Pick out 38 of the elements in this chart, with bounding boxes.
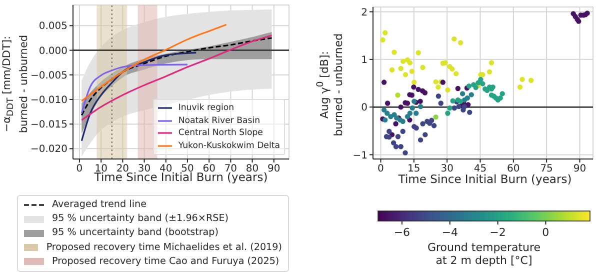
x-tick-label: 30	[440, 164, 454, 175]
y-tick-label: 2	[361, 7, 368, 18]
x-tick-label: 45	[474, 164, 487, 175]
x-tick-label: 60	[202, 164, 216, 175]
x-tick-label: 75	[540, 164, 553, 175]
legend-label: 95 % uncertainty band (bootstrap)	[51, 226, 220, 240]
color-bar-title: Ground temperature at 2 m depth [°C]	[426, 241, 542, 267]
x-tick-label: 30	[138, 164, 151, 175]
legend-label: Central North Slope	[177, 127, 264, 140]
legend-label: Inuvik region	[177, 102, 236, 114]
legend-label: Proposed recovery time Cao and Furuya (2025)	[51, 254, 280, 269]
y-tick-label: −0.015	[30, 120, 68, 131]
y-tick-label: −0.005	[30, 70, 68, 82]
x-tick-label: 80	[246, 164, 259, 175]
x-tick-label: 15	[408, 164, 420, 175]
legend-label: Averaged trend line	[51, 198, 148, 212]
y-tick-label: 0.005	[38, 21, 68, 32]
y-tick-label: −0.020	[30, 144, 68, 156]
y-tick-label: −1	[352, 150, 368, 162]
legend-label: Proposed recovery time Michaelides et al. (2019)	[45, 240, 282, 255]
x-axis-title: Time Since Initial Burn (years)	[398, 172, 572, 186]
legend-label: Yukon-Kuskokwim Delta	[177, 140, 280, 152]
legend-label: Noatak River Basin	[177, 114, 262, 127]
line-series	[80, 24, 228, 102]
x-tick-label: 0	[378, 164, 384, 175]
color-bar-label: −4	[442, 226, 458, 239]
x-tick-label: 60	[507, 164, 520, 175]
y-tick-label: 0	[361, 102, 368, 114]
legend-label: 95 % uncertainty band (±1.96×RSE)	[51, 212, 230, 226]
color-bar-label: 0	[542, 226, 550, 239]
x-tick-label: 90	[268, 164, 280, 175]
x-tick-label: 90	[573, 164, 586, 175]
x-tick-label: 0	[76, 164, 83, 175]
y-tick-label: 1	[361, 54, 368, 66]
y-tick-label: −0.010	[30, 95, 68, 106]
y-tick-label: 0.000	[38, 46, 68, 57]
color-bar-label: −2	[490, 226, 506, 239]
color-bar-label: −6	[394, 226, 410, 239]
